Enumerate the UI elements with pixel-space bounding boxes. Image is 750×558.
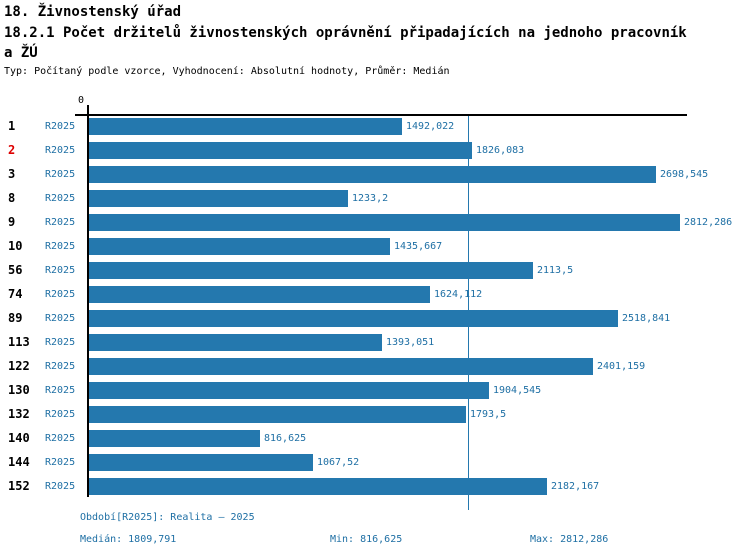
bar bbox=[89, 190, 348, 207]
bar bbox=[89, 406, 466, 423]
row-id-label: 113 bbox=[8, 335, 30, 349]
bar bbox=[89, 382, 489, 399]
row-id-label: 152 bbox=[8, 479, 30, 493]
bar-value-label: 816,625 bbox=[264, 433, 307, 444]
row-id-label: 8 bbox=[8, 191, 16, 205]
bar bbox=[89, 430, 260, 447]
bar bbox=[89, 166, 656, 183]
row-period-label: R2025 bbox=[45, 361, 76, 372]
bar bbox=[89, 214, 680, 231]
bar-value-label: 2401,159 bbox=[597, 361, 646, 372]
row-id-label: 132 bbox=[8, 407, 30, 421]
row-period-label: R2025 bbox=[45, 457, 76, 468]
row-id-label: 144 bbox=[8, 455, 30, 469]
row-period-label: R2025 bbox=[45, 337, 76, 348]
x-axis-zero-tick-label: 0 bbox=[78, 95, 85, 106]
bar-value-label: 1826,083 bbox=[476, 145, 525, 156]
row-id-label: 10 bbox=[8, 239, 23, 253]
row-period-label: R2025 bbox=[45, 193, 76, 204]
row-id-label: 56 bbox=[8, 263, 23, 277]
row-period-label: R2025 bbox=[45, 121, 76, 132]
y-axis-line bbox=[87, 105, 89, 497]
bar-value-label: 2518,841 bbox=[622, 313, 671, 324]
row-id-label: 2 bbox=[8, 143, 16, 157]
bar-value-label: 1233,2 bbox=[352, 193, 389, 204]
bar-value-label: 1904,545 bbox=[493, 385, 542, 396]
row-period-label: R2025 bbox=[45, 313, 76, 324]
row-period-label: R2025 bbox=[45, 169, 76, 180]
bar-value-label: 2113,5 bbox=[537, 265, 574, 276]
bar bbox=[89, 286, 430, 303]
bar bbox=[89, 262, 533, 279]
bar-value-label: 1492,022 bbox=[406, 121, 455, 132]
bar bbox=[89, 358, 593, 375]
bar bbox=[89, 238, 390, 255]
bar-value-label: 2182,167 bbox=[551, 481, 600, 492]
bar bbox=[89, 454, 313, 471]
row-period-label: R2025 bbox=[45, 481, 76, 492]
row-period-label: R2025 bbox=[45, 289, 76, 300]
bar-value-label: 1624,112 bbox=[434, 289, 483, 300]
row-id-label: 9 bbox=[8, 215, 16, 229]
bar bbox=[89, 478, 547, 495]
row-id-label: 130 bbox=[8, 383, 30, 397]
median-stat: Medián: 1809,791 bbox=[80, 534, 177, 545]
row-period-label: R2025 bbox=[45, 241, 76, 252]
row-period-label: R2025 bbox=[45, 409, 76, 420]
row-period-label: R2025 bbox=[45, 217, 76, 228]
row-id-label: 140 bbox=[8, 431, 30, 445]
bar bbox=[89, 142, 472, 159]
row-id-label: 1 bbox=[8, 119, 16, 133]
chart-title-line2: a ŽÚ bbox=[4, 45, 38, 61]
row-period-label: R2025 bbox=[45, 433, 76, 444]
min-stat: Min: 816,625 bbox=[330, 534, 403, 545]
row-id-label: 89 bbox=[8, 311, 23, 325]
page-title: 18. Živnostenský úřad bbox=[4, 4, 182, 20]
max-stat: Max: 2812,286 bbox=[530, 534, 609, 545]
period-legend: Období[R2025]: Realita – 2025 bbox=[80, 512, 255, 523]
bar-value-label: 1793,5 bbox=[470, 409, 507, 420]
bar-value-label: 1435,667 bbox=[394, 241, 443, 252]
bar bbox=[89, 310, 618, 327]
row-id-label: 74 bbox=[8, 287, 23, 301]
row-period-label: R2025 bbox=[45, 385, 76, 396]
row-period-label: R2025 bbox=[45, 145, 76, 156]
row-id-label: 122 bbox=[8, 359, 30, 373]
bar-value-label: 2812,286 bbox=[684, 217, 733, 228]
bar bbox=[89, 334, 382, 351]
row-period-label: R2025 bbox=[45, 265, 76, 276]
x-axis-line bbox=[75, 114, 687, 116]
bar-value-label: 1067,52 bbox=[317, 457, 360, 468]
bar bbox=[89, 118, 402, 135]
chart-meta: Typ: Počítaný podle vzorce, Vyhodnocení:… bbox=[4, 66, 450, 77]
row-id-label: 3 bbox=[8, 167, 16, 181]
chart-title-line1: 18.2.1 Počet držitelů živnostenských opr… bbox=[4, 25, 687, 41]
bar-value-label: 1393,051 bbox=[386, 337, 435, 348]
bar-value-label: 2698,545 bbox=[660, 169, 709, 180]
